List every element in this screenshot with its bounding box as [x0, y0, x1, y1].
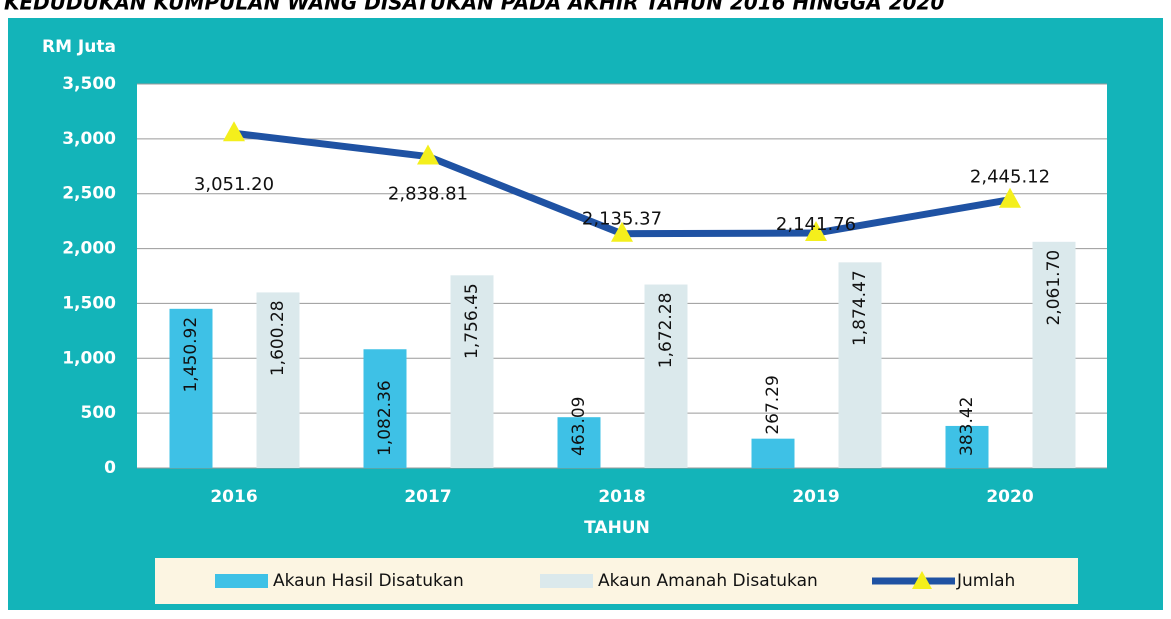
bar — [838, 262, 882, 468]
marker — [611, 221, 633, 242]
legend-label: Jumlah — [956, 571, 1015, 591]
x-tick-label: 2017 — [404, 487, 451, 507]
y-tick-label: 1,500 — [62, 293, 116, 313]
legend-swatch — [540, 574, 593, 588]
legend-label: Akaun Hasil Disatukan — [273, 571, 464, 591]
data-label: 1,672.28 — [656, 293, 676, 369]
bar — [557, 417, 601, 468]
x-axis-label: TAHUN — [584, 518, 650, 538]
data-label: 463.09 — [569, 397, 589, 456]
marker — [805, 221, 827, 242]
y-tick-label: 2,000 — [62, 239, 116, 259]
data-label: 1,756.45 — [462, 283, 482, 359]
bar — [1032, 241, 1076, 468]
y-tick-label: 3,500 — [62, 74, 116, 94]
data-label: 2,445.12 — [970, 167, 1050, 188]
bar — [256, 292, 300, 468]
y-tick-label: 3,000 — [62, 129, 116, 149]
legend-swatch — [912, 571, 932, 589]
marker — [417, 144, 439, 165]
bar — [644, 284, 688, 468]
bar — [945, 425, 989, 468]
y-tick-label: 2,500 — [62, 184, 116, 204]
x-tick-label: 2018 — [598, 487, 645, 507]
data-label: 1,874.47 — [850, 270, 870, 346]
data-label: 3,051.20 — [194, 174, 274, 195]
x-tick-label: 2019 — [792, 487, 839, 507]
marker — [223, 121, 245, 142]
marker — [999, 187, 1021, 208]
bar — [751, 438, 795, 468]
x-tick-label: 2016 — [210, 487, 257, 507]
chart-title: KEDUDUKAN KUMPULAN WANG DISATUKAN PADA A… — [4, 0, 944, 15]
data-label: 2,141.76 — [776, 214, 856, 235]
data-label: 383.42 — [957, 397, 977, 456]
data-label: 1,082.36 — [375, 380, 395, 456]
x-tick-label: 2020 — [986, 487, 1033, 507]
y-tick-label: 500 — [81, 403, 117, 423]
legend-label: Akaun Amanah Disatukan — [598, 571, 818, 591]
y-axis-label: RM Juta — [42, 37, 116, 57]
data-label: 2,135.37 — [582, 209, 662, 230]
data-label: 267.29 — [763, 375, 783, 434]
y-tick-label: 1,000 — [62, 348, 116, 368]
data-label: 2,061.70 — [1044, 250, 1064, 326]
data-label: 1,450.92 — [181, 317, 201, 393]
data-label: 2,838.81 — [388, 184, 468, 205]
y-tick-label: 0 — [104, 458, 116, 478]
data-label: 1,600.28 — [268, 300, 288, 376]
bar — [363, 349, 407, 468]
bar — [450, 275, 494, 468]
legend-swatch — [215, 574, 268, 588]
bar — [169, 308, 213, 468]
